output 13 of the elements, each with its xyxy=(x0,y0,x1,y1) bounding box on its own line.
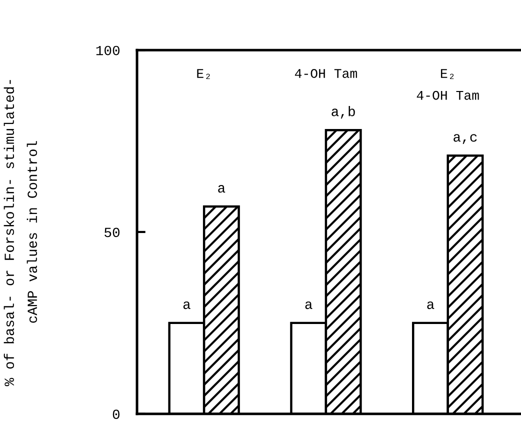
y-tick-label: 100 xyxy=(96,46,120,56)
y-tick-label: 50 xyxy=(104,228,120,238)
x-tick-label: E₂ 4-OH Tam xyxy=(416,69,479,100)
x-tick-label: E₂ xyxy=(197,69,210,80)
y-axis-title: % of basal- or Forskolin- stimulated- cAMP values in Control xyxy=(4,80,38,386)
data-label: a xyxy=(427,301,434,310)
data-label: a xyxy=(218,185,226,193)
data-label: a,c xyxy=(454,134,477,144)
y-tick-label: 0 xyxy=(112,410,120,420)
data-label: a xyxy=(305,301,312,310)
data-label: a,b xyxy=(332,106,355,119)
x-tick-label: 4-OH Tam xyxy=(294,69,357,78)
data-label: a xyxy=(183,301,190,310)
